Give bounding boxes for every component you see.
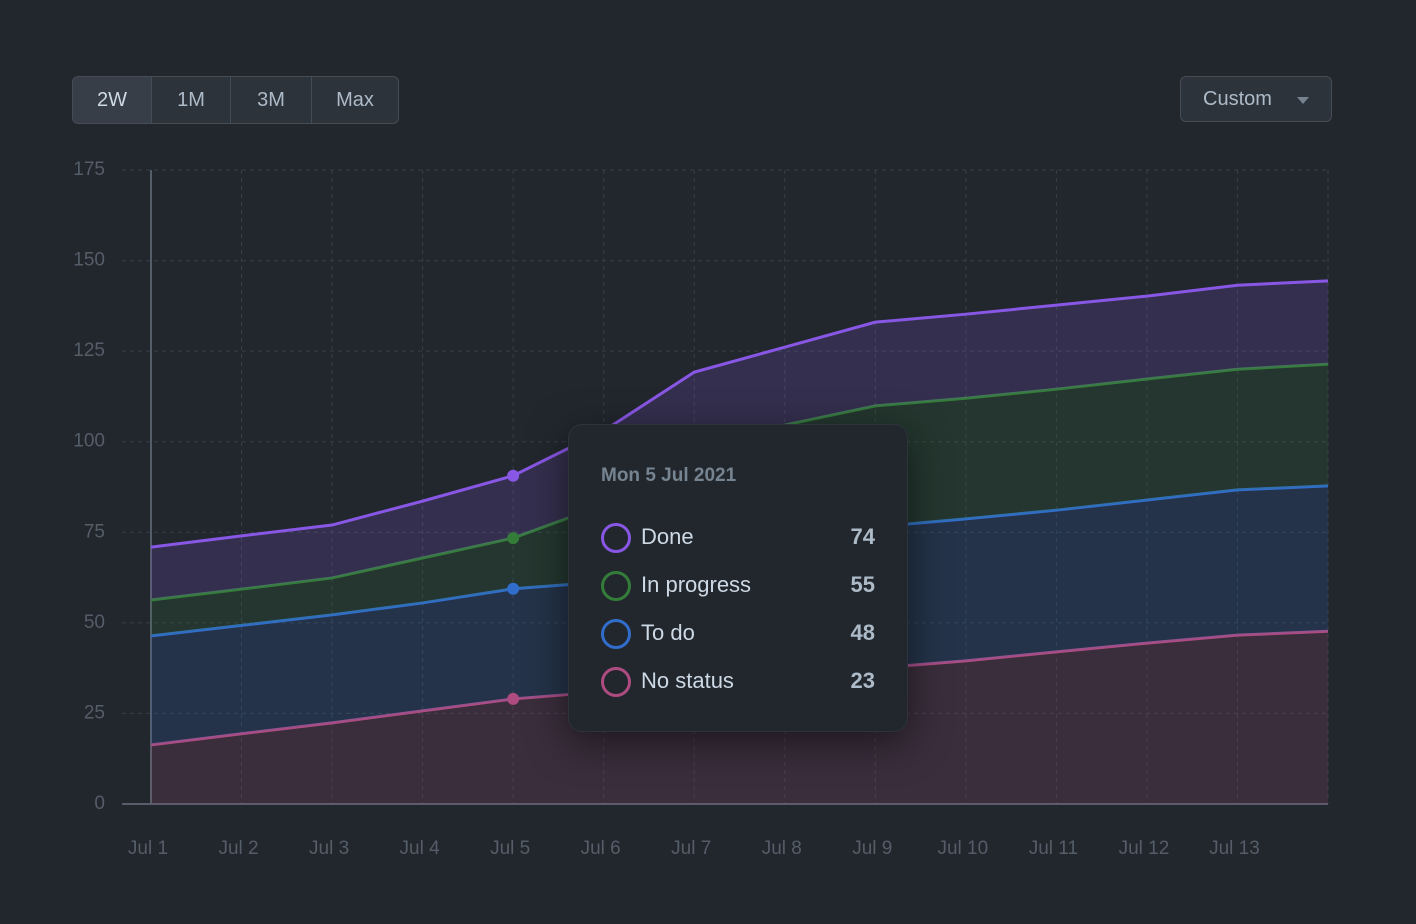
y-tick-label: 75	[84, 521, 105, 542]
range-button[interactable]: 1M	[152, 77, 231, 123]
point	[507, 692, 520, 705]
point	[507, 582, 520, 595]
x-tick-label: Jul 8	[762, 838, 802, 859]
legend-label: In progress	[641, 572, 752, 597]
range-buttons: 2W 1M 3M Max	[72, 76, 399, 124]
tooltip: Mon 5 Jul 2021 Done 74 In progress 55 To do 4…	[568, 424, 908, 732]
y-tick-label: 175	[73, 159, 105, 180]
y-tick-label: 100	[73, 431, 105, 452]
x-tick-label: Jul 2	[218, 838, 258, 859]
line	[150, 279, 1329, 549]
custom-dropdown[interactable]: Custom	[1180, 76, 1332, 122]
x-tick-label: Jul 4	[400, 838, 441, 859]
x-tick-label: Jul 1	[128, 838, 168, 859]
range-button[interactable]: Max	[336, 88, 374, 111]
x-tick-label: Jul 5	[490, 838, 530, 859]
legend-swatch	[601, 667, 631, 697]
legend-swatch	[601, 619, 631, 649]
y-tick-label: 50	[84, 612, 105, 633]
tooltip-title: Mon 5 Jul 2021	[601, 465, 737, 486]
legend-label: To do	[641, 620, 695, 645]
x-tick-label: Jul 13	[1209, 838, 1260, 859]
y-tick-label: 25	[84, 702, 105, 723]
x-tick-label: Jul 6	[581, 838, 621, 859]
tooltip-value: 48	[850, 620, 875, 645]
tooltip-value: 23	[850, 668, 875, 693]
legend-label: No status	[641, 668, 734, 693]
range-button[interactable]: 3M	[231, 77, 312, 123]
legend-label: Done	[641, 524, 694, 549]
x-tick-label: Jul 7	[671, 838, 711, 859]
tooltip-row: Done 74	[601, 521, 875, 555]
x-tick-label: Jul 10	[937, 838, 988, 859]
tooltip-value: 55	[850, 572, 875, 597]
point	[507, 532, 520, 545]
caret	[1297, 97, 1309, 104]
y-tick-label: 150	[73, 250, 105, 271]
point	[507, 469, 520, 482]
x-tick-label: Jul 9	[852, 838, 892, 859]
tooltip-row: No status 23	[601, 665, 875, 699]
y-tick-label: 0	[94, 793, 105, 814]
tooltip-row: In progress 55	[601, 569, 875, 603]
x-tick-label: Jul 3	[309, 838, 349, 859]
legend-swatch	[601, 523, 631, 553]
range-button[interactable]: 2W	[73, 77, 152, 123]
tooltip-value: 74	[850, 524, 875, 549]
custom-label: Custom	[1203, 87, 1272, 110]
x-tick-label: Jul 11	[1029, 838, 1078, 859]
tooltip-row: To do 48	[601, 617, 875, 651]
x-tick-label: Jul 12	[1119, 838, 1170, 859]
legend-swatch	[601, 571, 631, 601]
y-tick-label: 125	[73, 340, 105, 361]
